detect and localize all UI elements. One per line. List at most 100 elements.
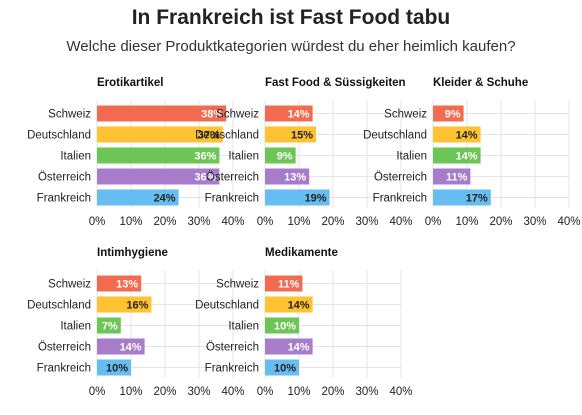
bar-value-label: 16% <box>126 300 148 312</box>
bar <box>97 317 121 334</box>
bar <box>433 105 464 122</box>
bar <box>97 168 220 185</box>
category-label: Schweiz <box>48 109 91 121</box>
category-label: Italien <box>396 151 427 163</box>
bar-value-label: 17% <box>466 193 488 205</box>
bar-value-label: 11% <box>446 172 468 184</box>
category-label: Schweiz <box>384 109 427 121</box>
category-label: Deutschland <box>195 300 259 312</box>
x-tick-label: 40% <box>557 216 580 228</box>
bar-value-label: 24% <box>154 193 176 205</box>
category-label: Italien <box>228 151 259 163</box>
bar <box>265 126 316 143</box>
category-label: Österreich <box>206 172 259 184</box>
bar <box>97 275 142 292</box>
category-label: Frankreich <box>205 193 259 205</box>
x-tick-label: 0% <box>89 386 106 398</box>
bar-value-label: 14% <box>456 130 478 142</box>
bar-value-label: 14% <box>288 300 310 312</box>
x-tick-label: 40% <box>389 216 412 228</box>
bar-value-label: 7% <box>102 321 118 333</box>
bar-value-label: 13% <box>284 172 306 184</box>
bar-value-label: 10% <box>274 321 296 333</box>
x-tick-label: 10% <box>287 386 310 398</box>
x-tick-label: 20% <box>321 216 344 228</box>
bar-value-label: 36% <box>194 172 216 184</box>
bar <box>97 338 145 355</box>
bar-value-label: 9% <box>277 151 293 163</box>
x-tick-label: 10% <box>287 216 310 228</box>
bar-value-label: 14% <box>120 342 142 354</box>
category-label: Österreich <box>206 342 259 354</box>
category-label: Schweiz <box>216 109 259 121</box>
panel-title: Erotikartikel <box>97 77 163 89</box>
x-tick-label: 0% <box>425 216 442 228</box>
bar <box>97 126 223 143</box>
panel-title: Fast Food & Süssigkeiten <box>265 77 406 89</box>
bar-value-label: 36% <box>194 151 216 163</box>
bar <box>265 317 299 334</box>
x-tick-label: 30% <box>187 216 210 228</box>
panel-title: Medikamente <box>265 247 338 259</box>
x-tick-label: 10% <box>119 216 142 228</box>
bar <box>97 147 220 164</box>
bar <box>433 189 491 206</box>
bar-value-label: 19% <box>305 193 327 205</box>
bar <box>265 168 310 185</box>
category-label: Schweiz <box>48 279 91 291</box>
x-tick-label: 0% <box>257 386 274 398</box>
chart-title: In Frankreich ist Fast Food tabu <box>131 6 451 29</box>
bar <box>97 105 227 122</box>
bar <box>265 359 299 376</box>
bar <box>265 338 313 355</box>
x-tick-label: 0% <box>89 216 106 228</box>
x-tick-label: 40% <box>221 386 244 398</box>
category-label: Frankreich <box>373 193 427 205</box>
category-label: Österreich <box>38 172 91 184</box>
x-tick-label: 10% <box>455 216 478 228</box>
bar-value-label: 14% <box>288 342 310 354</box>
panel-title: Kleider & Schuhe <box>433 77 528 89</box>
bar <box>97 189 179 206</box>
category-label: Deutschland <box>27 300 91 312</box>
x-tick-label: 30% <box>523 216 546 228</box>
category-label: Schweiz <box>216 279 259 291</box>
bar-value-label: 9% <box>445 109 461 121</box>
category-label: Deutschland <box>363 130 427 142</box>
category-label: Österreich <box>38 342 91 354</box>
bar-value-label: 10% <box>106 363 128 375</box>
bar-value-label: 13% <box>116 279 138 291</box>
category-label: Frankreich <box>37 193 91 205</box>
x-tick-label: 40% <box>389 386 412 398</box>
bar <box>97 359 131 376</box>
bar <box>265 275 303 292</box>
bar <box>433 126 481 143</box>
x-tick-label: 30% <box>355 216 378 228</box>
panel-title: Intimhygiene <box>97 247 168 259</box>
bar <box>97 296 152 313</box>
bar <box>265 147 296 164</box>
x-tick-label: 20% <box>153 386 176 398</box>
x-tick-label: 20% <box>321 386 344 398</box>
bar <box>433 147 481 164</box>
bar-value-label: 38% <box>201 109 223 121</box>
x-tick-label: 10% <box>119 386 142 398</box>
bar <box>265 296 313 313</box>
bar-value-label: 37% <box>198 130 220 142</box>
bar-value-label: 14% <box>456 151 478 163</box>
bar <box>433 168 471 185</box>
x-tick-label: 30% <box>187 386 210 398</box>
category-label: Österreich <box>374 172 427 184</box>
x-tick-label: 20% <box>153 216 176 228</box>
bar-value-label: 10% <box>274 363 296 375</box>
category-label: Italien <box>228 321 259 333</box>
bar <box>265 105 313 122</box>
category-label: Frankreich <box>37 363 91 375</box>
category-label: Deutschland <box>27 130 91 142</box>
x-tick-label: 40% <box>221 216 244 228</box>
x-tick-label: 0% <box>257 216 274 228</box>
category-label: Deutschland <box>195 130 259 142</box>
chart-subtitle: Welche dieser Produktkategorien würdest … <box>66 38 516 55</box>
bar-value-label: 14% <box>288 109 310 121</box>
